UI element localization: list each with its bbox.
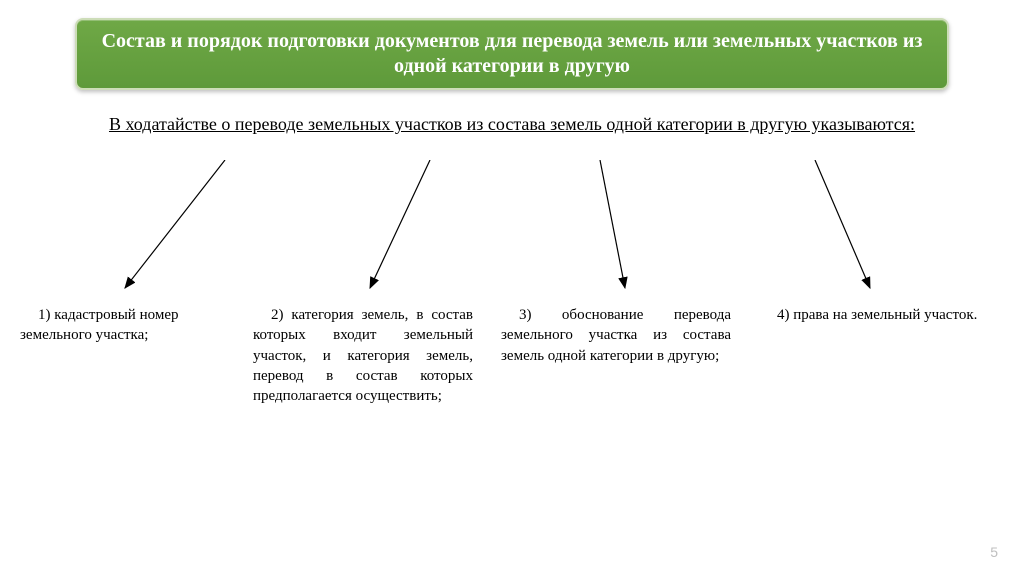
- item-3: 3) обоснование перевода земельного участ…: [501, 305, 731, 406]
- item-1: 1) кадастровый номер земельного участка;: [20, 305, 225, 406]
- item-2: 2) категория земель, в состав которых вх…: [253, 305, 473, 406]
- page-number: 5: [990, 544, 998, 560]
- item-4: 4) права на земельный участок.: [759, 305, 989, 406]
- header-box: Состав и порядок подготовки документов д…: [75, 18, 949, 90]
- arrows-svg: [0, 160, 1024, 300]
- columns: 1) кадастровый номер земельного участка;…: [20, 305, 1004, 406]
- header-title: Состав и порядок подготовки документов д…: [97, 29, 927, 79]
- subtitle: В ходатайстве о переводе земельных участ…: [0, 113, 1024, 136]
